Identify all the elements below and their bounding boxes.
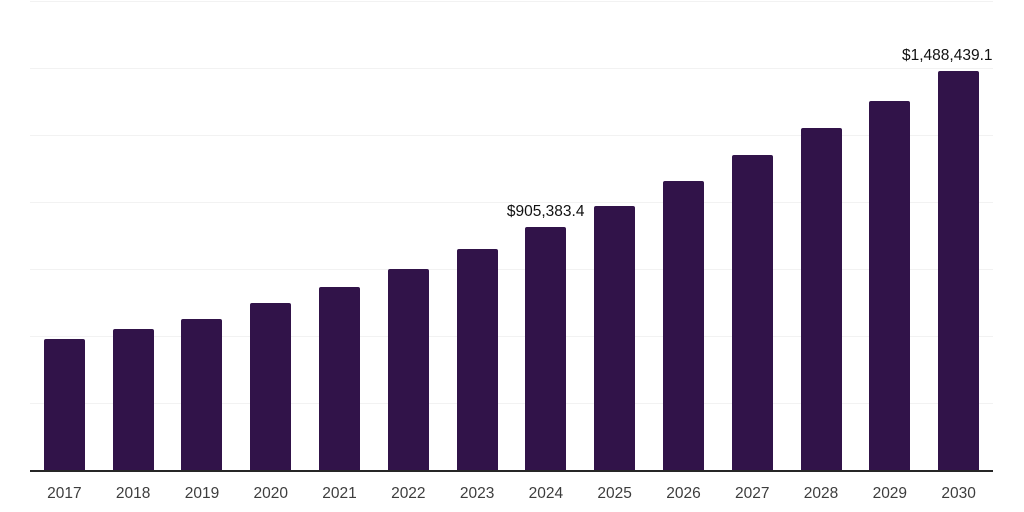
plot-area: $905,383.4 $1,488,439.1 xyxy=(30,1,993,470)
gridline xyxy=(30,1,993,2)
bar-2026 xyxy=(662,181,704,470)
bar-2030 xyxy=(938,71,980,470)
bar-2029 xyxy=(869,100,911,470)
bar-2027 xyxy=(731,155,773,470)
x-axis-line xyxy=(30,470,993,472)
x-axis-label-2026: 2026 xyxy=(666,485,701,502)
x-axis-label-2018: 2018 xyxy=(115,485,151,502)
bar-2024 xyxy=(525,227,567,470)
bar-2021 xyxy=(319,286,361,470)
x-axis-label-2023: 2023 xyxy=(459,485,495,502)
gridline xyxy=(30,68,993,69)
bar-2025 xyxy=(594,206,636,470)
bar-2020 xyxy=(250,303,292,470)
gridline xyxy=(30,202,993,203)
gridline xyxy=(30,403,993,404)
bar-2023 xyxy=(456,248,498,470)
x-axis-label-2017: 2017 xyxy=(47,485,82,502)
x-axis-label-2030: 2030 xyxy=(941,485,976,502)
x-axis-label-2020: 2020 xyxy=(253,485,288,502)
gridline xyxy=(30,269,993,270)
data-label-2024: $905,383.4 xyxy=(506,203,585,221)
gridline xyxy=(30,135,993,136)
gridline xyxy=(30,336,993,337)
x-axis-label-2019: 2019 xyxy=(184,485,220,502)
x-axis-label-2025: 2025 xyxy=(597,485,632,502)
bar-2022 xyxy=(387,269,429,470)
data-label-2030: $1,488,439.1 xyxy=(902,47,993,65)
bar-2028 xyxy=(800,128,842,470)
x-axis-label-2029: 2029 xyxy=(872,485,908,502)
x-axis-label-2022: 2022 xyxy=(391,485,426,502)
bar-2019 xyxy=(181,319,223,470)
x-axis-label-2021: 2021 xyxy=(322,485,357,502)
x-axis-label-2024: 2024 xyxy=(528,485,564,502)
bar-2018 xyxy=(112,329,154,470)
x-axis-label-2027: 2027 xyxy=(735,485,770,502)
x-axis-label-2028: 2028 xyxy=(803,485,839,502)
bar-2017 xyxy=(43,338,85,470)
